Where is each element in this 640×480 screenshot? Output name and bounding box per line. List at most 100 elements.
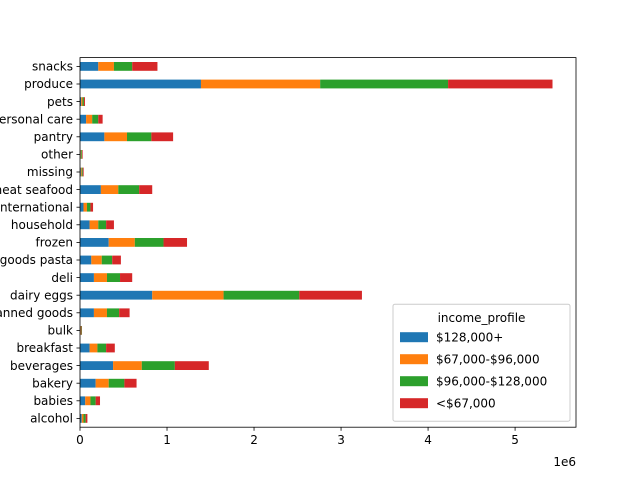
y-tick-label: snacks (32, 60, 73, 74)
bar-segment-meat-seafood-s0 (80, 185, 101, 194)
bar-segment-dairy-eggs-s2 (223, 290, 300, 300)
bar-segment-bakery-s3 (124, 378, 137, 388)
bar-segment-snacks-s0 (80, 62, 99, 71)
bar-segment-missing-s2 (81, 167, 83, 177)
y-tick-label: deli (51, 271, 73, 285)
bar-segment-pets-s1 (81, 97, 83, 106)
y-tick-label: pets (47, 95, 73, 109)
bar-segment-produce-s1 (200, 79, 321, 89)
bar-segment-pets-s2 (82, 97, 84, 106)
bar-segment-international-s3 (90, 202, 94, 212)
y-tick-label: personal care (0, 112, 73, 126)
x-axis: 0 1 2 3 4 5 (76, 427, 519, 447)
bar-segment-deli-s0 (80, 273, 94, 282)
bar-segment-pantry-s3 (151, 132, 174, 142)
bar-segment-meat-seafood-s1 (100, 185, 119, 194)
legend-label: <$67,000 (436, 397, 496, 411)
bar-segment-personal-care-s0 (80, 114, 87, 124)
bar-segment-frozen-s1 (108, 238, 135, 247)
bar-segment-canned-goods-s0 (80, 308, 94, 318)
bar-segment-breakfast-s2 (97, 343, 107, 353)
bar-segment-deli-s3 (120, 273, 133, 282)
bar-segment-household-s0 (80, 220, 90, 230)
bar-segment-canned-goods-s2 (106, 308, 120, 318)
bar-segment-breakfast-s1 (89, 343, 98, 353)
bar-segment-pets-s0 (80, 97, 82, 106)
y-tick-label: babies (33, 394, 73, 408)
bar-segment-bakery-s0 (80, 378, 96, 388)
bar-segment-frozen-s0 (80, 238, 109, 247)
legend-swatch (400, 332, 428, 343)
bar-segment-babies-s2 (90, 396, 96, 406)
y-tick-label: meat seafood (0, 183, 73, 197)
bar-segment-beverages-s3 (174, 361, 209, 370)
bar-segment-household-s1 (89, 220, 99, 230)
bar-segment-bakery-s2 (108, 378, 125, 388)
bar-segment-beverages-s2 (141, 361, 175, 370)
bar-segment-pantry-s1 (104, 132, 127, 142)
bar-segment-bulk-s2 (81, 326, 82, 335)
bar-segment-international-s1 (83, 202, 87, 212)
bar-segment-beverages-s0 (80, 361, 114, 370)
bar-segment-other-s1 (80, 150, 82, 159)
bar-segment-dairy-eggs-s3 (299, 290, 362, 300)
y-tick-label: bulk (47, 324, 73, 338)
y-axis: alcohol babies bakery beverages breakfast bul… (0, 60, 80, 426)
bar-segment-frozen-s3 (163, 238, 188, 247)
y-tick-label: produce (24, 77, 73, 91)
bar-segment-personal-care-s1 (86, 114, 93, 124)
bar-segment-deli-s1 (93, 273, 107, 282)
bar-segment-alcohol-s2 (83, 414, 86, 423)
bar-segment-deli-s2 (106, 273, 121, 282)
bar-segment-dry-goods-pasta-s2 (101, 255, 113, 265)
x-axis-offset-label: 1e6 (553, 455, 576, 469)
bar-segment-breakfast-s0 (80, 343, 90, 353)
x-tick-label: 4 (424, 433, 432, 447)
y-tick-label: other (41, 148, 73, 162)
bar-segment-pets-s3 (83, 97, 85, 106)
y-tick-label: frozen (35, 236, 73, 250)
bars-layer (80, 62, 553, 423)
bar-segment-canned-goods-s3 (119, 308, 130, 318)
bar-segment-frozen-s2 (134, 238, 164, 247)
bar-segment-produce-s0 (80, 79, 201, 89)
bar-segment-babies-s1 (85, 396, 91, 406)
bar-segment-meat-seafood-s2 (118, 185, 140, 194)
x-tick-label: 5 (511, 433, 519, 447)
bar-segment-dry-goods-pasta-s3 (112, 255, 121, 265)
legend-items: $128,000+ $67,000-$96,000 $96,000-$128,000… (400, 331, 547, 411)
bar-segment-dry-goods-pasta-s0 (80, 255, 92, 265)
y-tick-label: dry goods pasta (0, 253, 73, 267)
bar-segment-missing-s1 (80, 167, 82, 177)
bar-segment-alcohol-s3 (85, 414, 88, 423)
bar-segment-other-s3 (82, 150, 83, 159)
bar-segment-babies-s3 (95, 396, 101, 406)
y-tick-label: pantry (34, 130, 73, 144)
bar-segment-bakery-s1 (95, 378, 109, 388)
bar-segment-dairy-eggs-s1 (152, 290, 224, 300)
legend-swatch (400, 398, 428, 409)
bar-segment-pantry-s2 (126, 132, 152, 142)
y-tick-label: alcohol (30, 412, 73, 426)
bar-segment-international-s2 (86, 202, 91, 212)
bar-segment-pantry-s0 (80, 132, 105, 142)
legend: income_profile $128,000+$67,000-$96,000$… (392, 303, 571, 422)
bar-segment-produce-s2 (320, 79, 449, 89)
y-tick-label: household (11, 218, 73, 232)
y-tick-label: international (0, 200, 73, 214)
bar-segment-international-s0 (80, 202, 84, 212)
legend-label: $67,000-$96,000 (436, 353, 540, 367)
y-tick-label: canned goods (0, 306, 73, 320)
legend-box (392, 303, 571, 422)
bar-segment-dairy-eggs-s0 (80, 290, 153, 300)
bar-segment-missing-s3 (82, 167, 84, 177)
bar-segment-other-s2 (81, 150, 83, 159)
bar-segment-missing-s0 (80, 167, 81, 177)
bar-segment-alcohol-s1 (81, 414, 84, 423)
bar-segment-personal-care-s2 (92, 114, 99, 124)
x-tick-label: 0 (76, 433, 84, 447)
x-tick-label: 1 (163, 433, 171, 447)
bar-segment-meat-seafood-s3 (139, 185, 153, 194)
legend-swatch (400, 354, 428, 365)
